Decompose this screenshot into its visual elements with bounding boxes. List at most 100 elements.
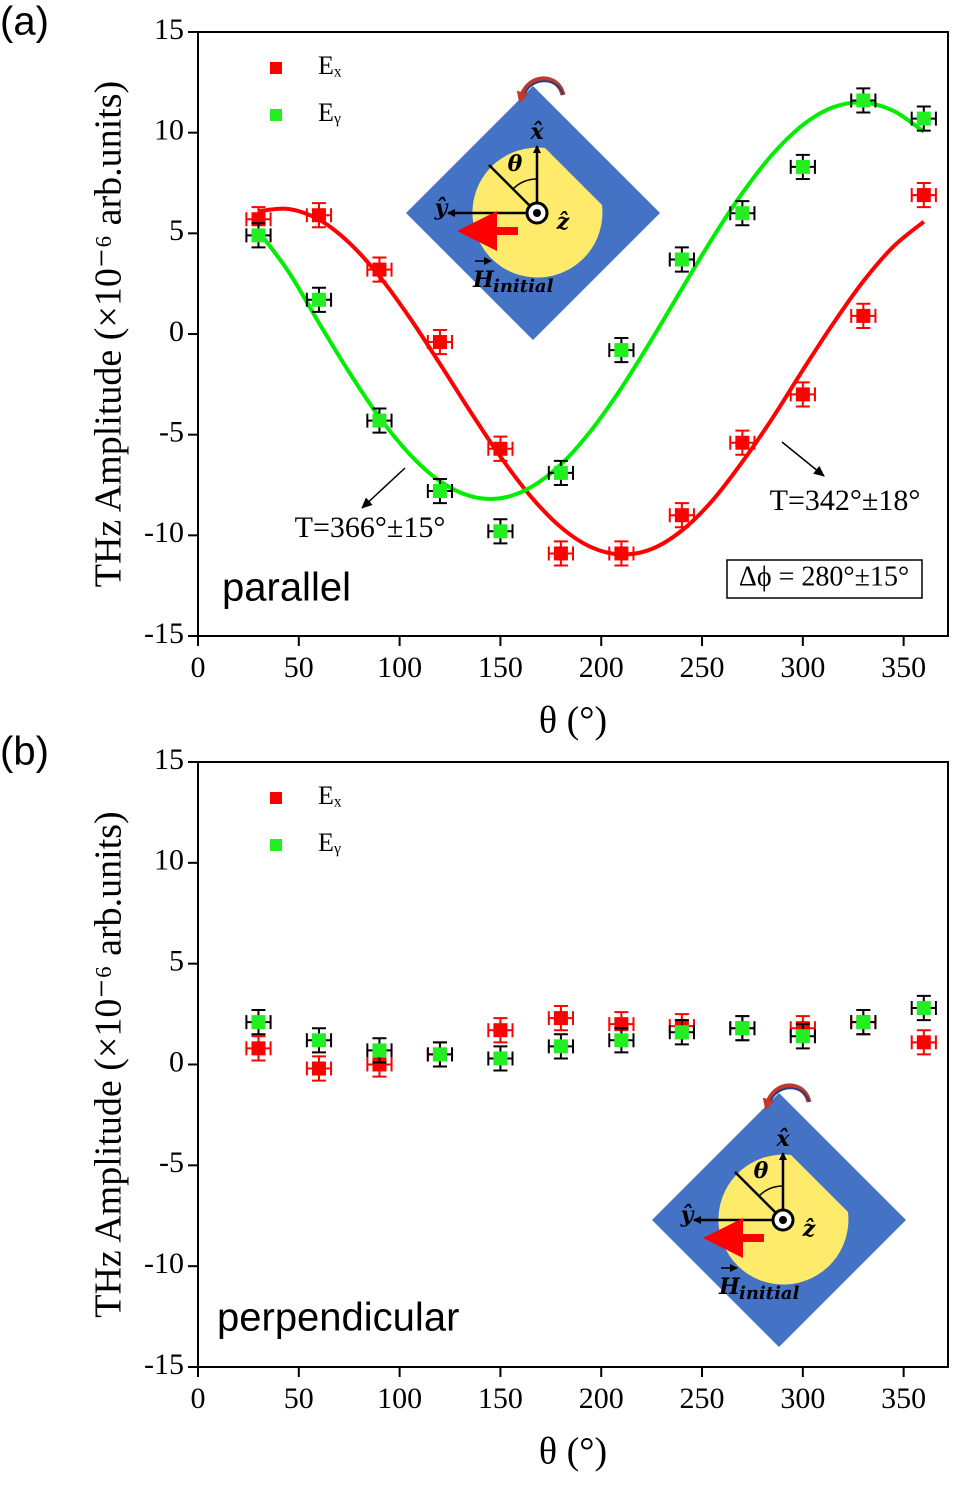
data-point (311, 1061, 326, 1076)
y-tick-label: 10 (154, 114, 184, 147)
data-point (553, 465, 568, 480)
data-point (795, 159, 810, 174)
inset-label: x̂ (529, 119, 544, 145)
data-point (372, 413, 387, 428)
y-tick-label: 15 (154, 13, 184, 46)
legend-marker (270, 792, 282, 804)
data-point (856, 1015, 871, 1030)
inset-label: H (718, 1274, 741, 1300)
inset-label: ẑ (556, 209, 570, 235)
annotation-arrow (361, 467, 406, 509)
inset-label: θ (754, 1158, 769, 1184)
x-axis-label: θ (°) (539, 1431, 607, 1473)
y-tick-label: -15 (144, 1348, 184, 1381)
z-axis-dot (779, 1216, 787, 1224)
x-axis-label: θ (°) (539, 700, 607, 742)
data-point (916, 1035, 931, 1050)
x-tick-label: 100 (377, 651, 422, 684)
x-tick-label: 250 (680, 651, 725, 684)
annotation-arrow (781, 441, 825, 477)
x-tick-label: 0 (191, 1382, 206, 1415)
data-point (674, 252, 689, 267)
data-point (614, 1033, 629, 1048)
data-point (432, 484, 447, 499)
plot-frame (197, 31, 949, 637)
data-point (372, 1057, 387, 1072)
y-axis-label: THz Amplitude (×10⁻⁶ arb.units) (88, 81, 130, 587)
inset-label: ŷ (434, 195, 450, 221)
y-tick-label: 15 (154, 743, 184, 776)
legend-label: Eᵧ (318, 828, 341, 857)
data-point (916, 188, 931, 203)
x-tick-label: 50 (284, 1382, 314, 1415)
x-tick-label: 200 (579, 1382, 624, 1415)
data-point (553, 1011, 568, 1026)
data-point (614, 546, 629, 561)
panel-label: (b) (0, 730, 49, 774)
x-tick-label: 250 (680, 1382, 725, 1415)
data-point (735, 435, 750, 450)
x-tick-label: 100 (377, 1382, 422, 1415)
inset-label: initial (739, 1283, 800, 1304)
y-tick-label: 5 (169, 214, 184, 247)
panel-label: (a) (0, 0, 49, 44)
data-point (372, 262, 387, 277)
data-point (795, 387, 810, 402)
data-point (251, 228, 266, 243)
data-point (251, 1015, 266, 1030)
data-point (795, 1029, 810, 1044)
fit-curve (256, 100, 925, 501)
data-point (372, 1043, 387, 1058)
legend-marker (270, 109, 282, 121)
angle-arc (512, 178, 538, 190)
y-tick-label: -5 (159, 1146, 184, 1179)
annotation: Δϕ = 280°±15° (739, 561, 909, 592)
y-tick-label: -5 (159, 416, 184, 449)
data-point (493, 441, 508, 456)
x-tick-label: 200 (579, 651, 624, 684)
x-tick-label: 350 (881, 1382, 926, 1415)
inset-label: initial (493, 276, 554, 297)
x-tick-label: 300 (780, 1382, 825, 1415)
rotation-arrow-shade (770, 1087, 810, 1103)
data-point (916, 111, 931, 126)
data-point (493, 524, 508, 539)
x-tick-label: 350 (881, 651, 926, 684)
y-tick-label: 0 (169, 315, 184, 348)
annotation: T=366°±15° (295, 511, 446, 544)
data-point (432, 335, 447, 350)
data-point (735, 1021, 750, 1036)
data-point (311, 208, 326, 223)
inset-diagram: x̂ ŷ ẑ θ H initial (652, 1083, 906, 1347)
mode-label: perpendicular (217, 1296, 459, 1340)
legend-marker (270, 62, 282, 74)
data-point (432, 1047, 447, 1062)
rotation-arrow-shade (524, 80, 564, 96)
legend-label: Eᵧ (318, 98, 341, 127)
y-tick-label: 5 (169, 945, 184, 978)
data-point (311, 292, 326, 307)
fit-curve (258, 206, 926, 557)
data-point (493, 1051, 508, 1066)
data-point (553, 546, 568, 561)
data-point (674, 508, 689, 523)
x-tick-label: 150 (478, 1382, 523, 1415)
x-tick-label: 300 (780, 651, 825, 684)
legend-marker (270, 839, 282, 851)
legend-label: Eₓ (318, 781, 342, 810)
inset-label: x̂ (775, 1126, 790, 1152)
z-axis-dot (533, 209, 541, 217)
annotation: T=342°±18° (770, 484, 921, 517)
inset-label: θ (508, 151, 523, 177)
inset-diagram: x̂ ŷ ẑ θ H initial (406, 76, 660, 340)
y-tick-label: -10 (144, 1247, 184, 1280)
mode-label: parallel (222, 566, 351, 610)
data-point (916, 1001, 931, 1016)
y-tick-label: -10 (144, 516, 184, 549)
data-point (614, 343, 629, 358)
y-tick-label: 10 (154, 844, 184, 877)
angle-arc (758, 1185, 784, 1197)
y-axis-label: THz Amplitude (×10⁻⁶ arb.units) (88, 811, 130, 1317)
data-point (553, 1039, 568, 1054)
